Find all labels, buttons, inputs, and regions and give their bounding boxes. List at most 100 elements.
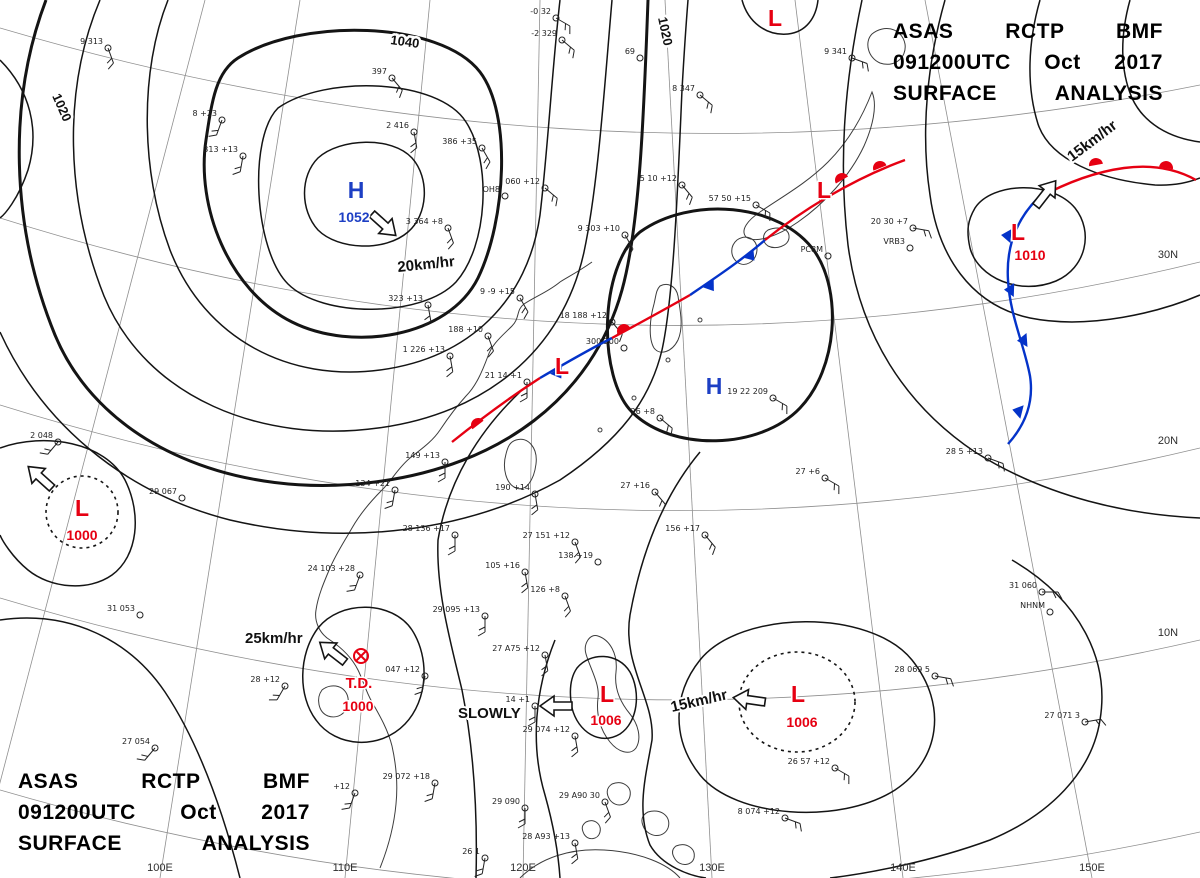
coastline-hokkaido [867,28,906,65]
station-circle-icon [356,571,364,579]
station-plot: 21 14 +1 [485,371,531,403]
motion-arrow [318,641,349,667]
station-values: 9 -9 +15 [480,287,515,296]
wind-barb-icon [603,801,611,824]
station-values: 149 +13 [405,451,440,460]
wind-barb-icon [654,491,666,512]
station-plot: 386 +35 [442,137,491,170]
grid-line [0,404,1200,512]
station-plot: 29 072 +18 [383,772,439,802]
station-values: 9 341 [824,47,847,56]
station-values: 047 +12 [385,665,420,674]
isobar [146,0,561,373]
station-circle-icon [571,839,579,847]
station-circle-icon [651,488,659,496]
station-values: 18 188 +12 [560,311,607,320]
cold-front-symbol [1001,229,1012,243]
station-plot: -0 32 [530,7,571,35]
analysis-datetime: 091200UTC Oct 2017 [18,801,310,824]
wind-barb-icon [391,77,403,98]
station-plot: 31 060 [1009,581,1063,600]
station-values: 300 200 [586,337,619,346]
station-plot: 156 +17 [665,524,716,555]
isobar [842,0,1200,519]
fronts [451,158,1197,445]
analysis-title-bottom-left: ASAS RCTP BMF 091200UTC Oct 2017 SURFACE… [18,766,310,859]
warm-front-symbol [617,324,631,335]
station-circle-icon [481,854,489,862]
wind-barb-icon [521,571,529,594]
station-values: 29 067 [149,487,177,496]
wind-barb-icon [39,441,59,455]
longitude-label: 110E [333,862,358,874]
station-circle-icon [601,798,609,806]
station-values: 26 57 +12 [788,757,830,766]
coastline-korea [649,283,682,353]
station-circle-icon [824,252,832,260]
longitude-label: 130E [699,862,725,874]
station-plot: 27 +16 [620,481,666,512]
motion-arrow [538,694,573,718]
wind-barb-icon [1042,591,1063,600]
station-values: 29 090 [492,797,520,806]
station-plot: 28 069 5 [894,665,954,687]
station-circle-icon [151,744,159,752]
cold-front-symbol [550,366,562,379]
stationary-front-segment [689,239,766,296]
isobar-1040 [202,28,504,339]
station-plot: 047 +12 [385,665,429,695]
station-plot: 27 071 3 [1044,711,1107,726]
coastline-islet [665,357,671,363]
station-circle-icon [388,74,396,82]
grid-line [0,789,1200,878]
station-values: 313 +13 [203,145,238,154]
station-circle-icon [752,201,760,209]
stationary-front-segment [539,336,613,380]
station-circle-icon [516,294,524,302]
pressure-center-low: L [817,177,831,203]
station-values: 26 1 [462,847,480,856]
station-values: 5 10 +12 [640,174,677,183]
station-plot: 134 +21 [355,479,399,509]
station-plot: 397 [372,67,403,98]
motion-arrow [368,209,397,237]
motion-speed-label: SLOWLY [458,705,521,722]
wind-barb-icon [474,857,486,877]
station-plot: 27 A75 +12 [492,644,549,677]
analysis-type: SURFACE ANALYSIS [893,82,1163,105]
pressure-center-high: H [706,373,723,399]
station-circle-icon [484,332,492,340]
motion-arrow [27,465,56,493]
station-plot: 57 50 +15 [709,194,771,222]
analysis-datetime: 091200UTC Oct 2017 [893,51,1163,74]
analysis-id: ASAS RCTP BMF [18,770,310,793]
systems-layer: L L L 1010 H 1052 H L L 1000 T.D. 1000 L 1006 L 1006 [65,4,1047,732]
station-plot: 2 416 [386,121,418,154]
station-circle-icon [636,54,644,62]
wind-barb-icon [555,17,571,35]
station-values: 29 072 +18 [383,772,430,781]
analysis-id: ASAS RCTP BMF [893,20,1163,43]
latitude-label: 10N [1158,627,1178,639]
station-plot: 3 364 +8 [406,217,454,250]
isobar [829,559,1103,878]
grid-labels: 100E 110E 120E 130E 140E 150E 30N 20N 10… [147,249,1178,874]
warm-front-line [1037,165,1197,200]
motion-arrow [731,688,767,712]
station-values: -0 32 [530,7,551,16]
motion-speed-label: 15km/hr [669,686,729,716]
station-values: 29 095 +13 [433,605,480,614]
station-values: 323 +13 [388,294,423,303]
station-plot: 28 5 +13 [946,447,1005,472]
station-values: 29 A90 30 [559,791,600,800]
wind-barb-icon [912,227,932,239]
isobar [741,0,819,35]
coastline-island [581,820,601,840]
wind-barb-icon [784,817,802,832]
pressure-center-value: 1006 [786,714,817,730]
station-plot: 29 A90 30 [559,791,611,824]
station-plot: 27 151 +12 [523,531,581,564]
wind-barb-icon [232,155,244,175]
pressure-center-value: 1000 [66,527,97,543]
station-plot: 28 +12 [250,675,289,701]
